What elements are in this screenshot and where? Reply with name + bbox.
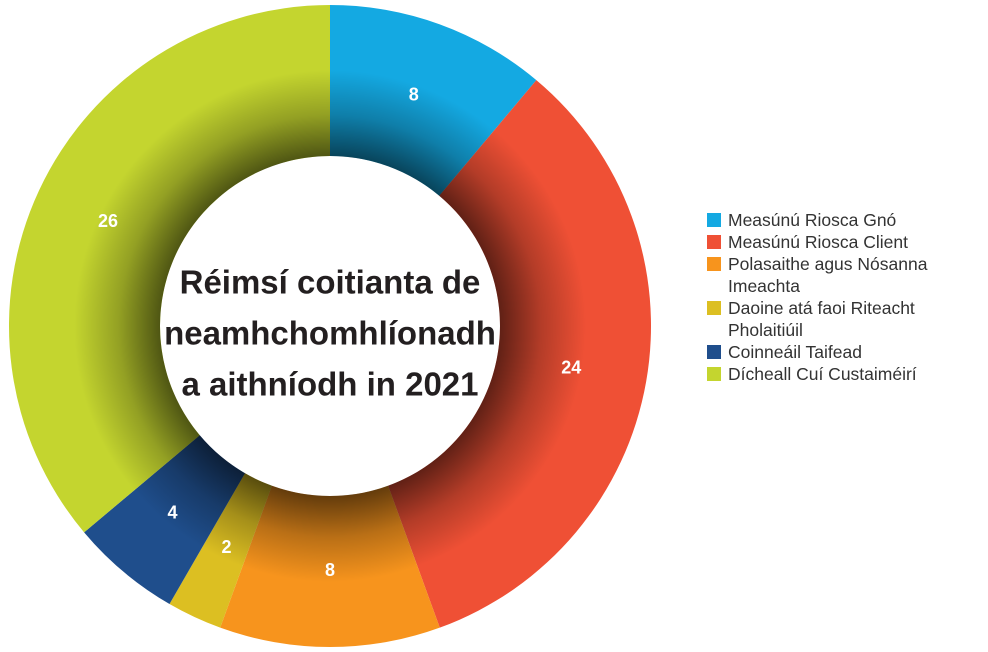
legend-item: Measúnú Riosca Gnó [707,209,985,231]
legend-label: Measúnú Riosca Client [728,232,908,252]
legend-swatch [707,367,721,381]
legend-item: Dícheall Cuí Custaiméirí [707,363,985,385]
chart-title-line: a aithníodh in 2021 [181,366,478,403]
value-label: 8 [409,85,419,105]
legend-swatch [707,257,721,271]
legend-label: Coinneáil Taifead [728,342,862,362]
chart-title-line: Réimsí coitianta de [180,264,481,301]
value-label: 26 [98,211,118,231]
legend-item: Daoine atá faoi Riteacht Pholaitiúil [707,297,985,341]
legend-swatch [707,345,721,359]
legend-swatch [707,235,721,249]
value-label: 8 [325,560,335,580]
legend-item: Coinneáil Taifead [707,341,985,363]
legend-label: Measúnú Riosca Gnó [728,210,897,230]
value-label: 24 [561,357,581,377]
chart-title-line: neamhchomhlíonadh [164,315,496,352]
legend-label: Daoine atá faoi Riteacht Pholaitiúil [728,298,915,340]
legend-label: Polasaithe agus Nósanna Imeachta [728,254,928,296]
value-label: 2 [221,537,231,557]
legend-swatch [707,301,721,315]
value-label: 4 [168,502,178,522]
legend: Measúnú Riosca Gnó Measúnú Riosca Client P… [707,209,985,385]
legend-item: Polasaithe agus Nósanna Imeachta [707,253,985,297]
legend-swatch [707,213,721,227]
legend-item: Measúnú Riosca Client [707,231,985,253]
legend-label: Dícheall Cuí Custaiméirí [728,364,917,384]
